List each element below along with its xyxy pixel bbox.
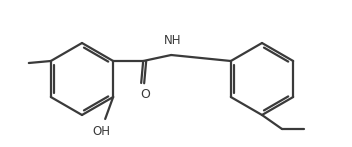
Text: OH: OH [92,125,110,138]
Text: NH: NH [163,34,181,47]
Text: O: O [140,88,150,101]
